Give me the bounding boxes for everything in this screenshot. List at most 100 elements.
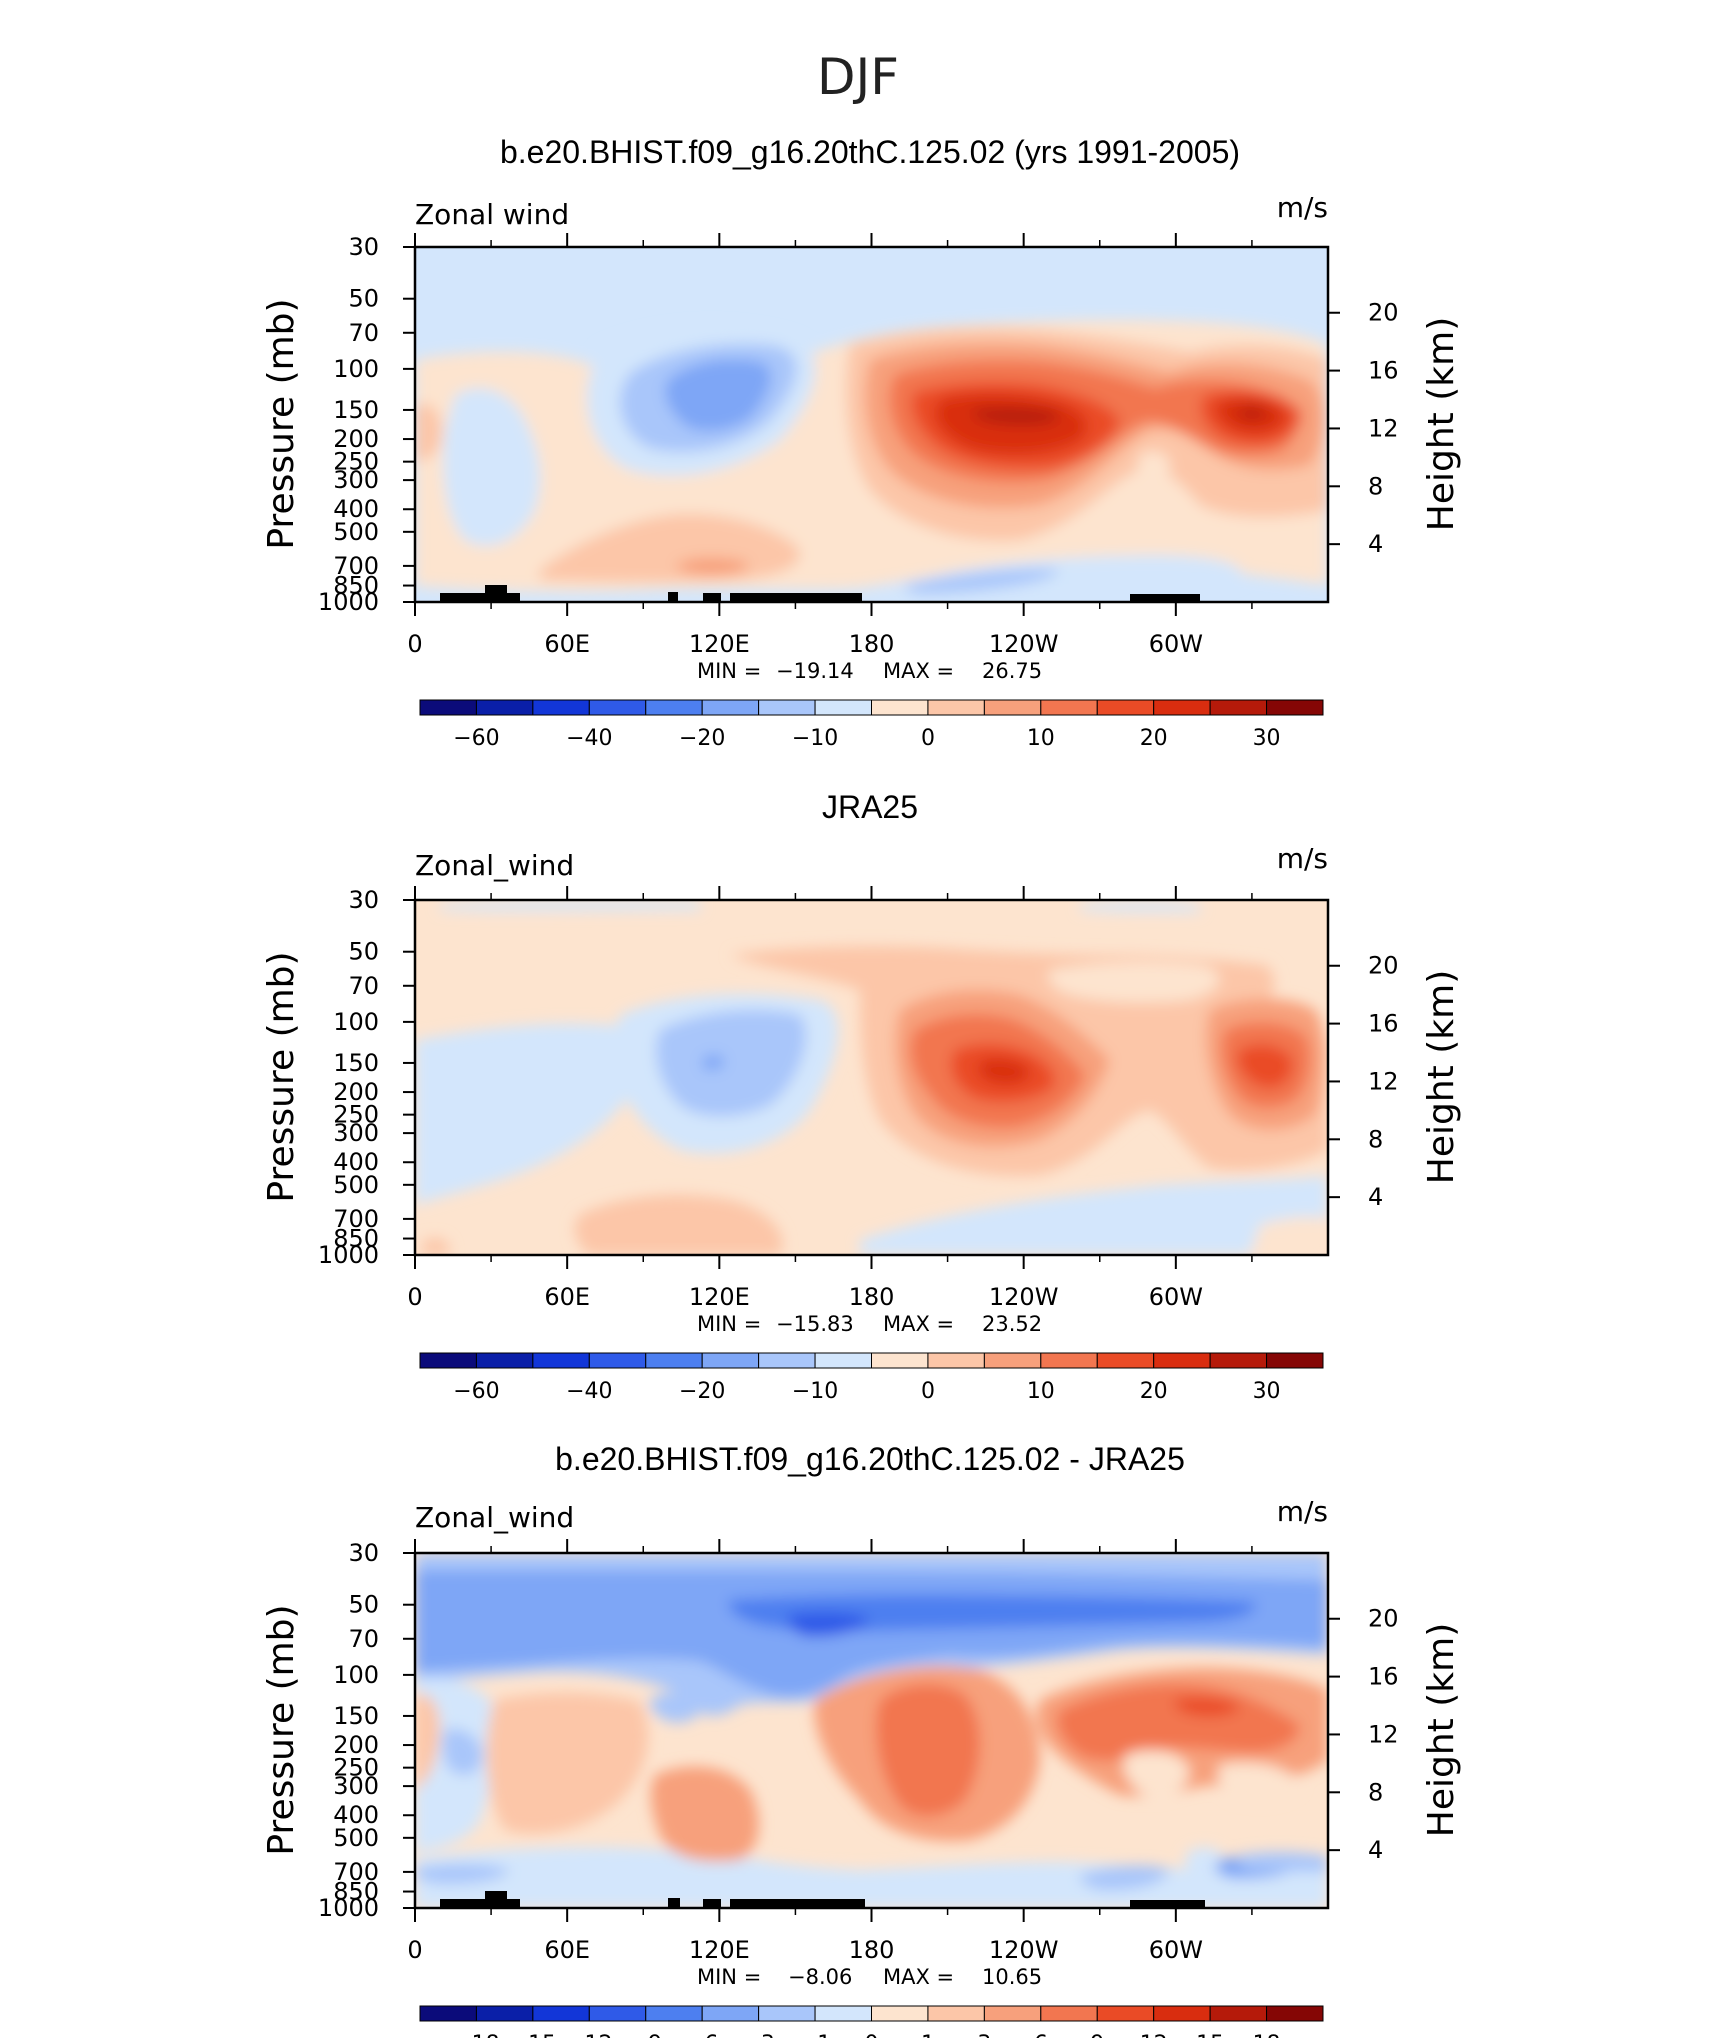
land-block [668,1898,680,1908]
contour-pos-band [1048,961,1220,1003]
colorbar-label: 0 [865,2032,879,2038]
y2-tick-label: 20 [1368,1605,1399,1633]
colorbar-box [645,1352,703,1369]
y-tick-label: 1000 [318,1241,379,1269]
units-label: m/s [1277,842,1328,875]
y-tick-label: 700 [333,552,379,580]
min-value: −15.83 [776,1312,854,1336]
x-tick-label: 120W [989,1283,1059,1311]
colorbar-label: 10 [1027,726,1055,751]
ylabel: Pressure (mb) [261,1604,302,1855]
min-value: −19.14 [776,659,854,683]
colorbar-box [419,2005,477,2022]
colorbar-box [1096,2005,1155,2022]
units-label: m/s [1277,1495,1328,1528]
x-tick-label: 60E [544,630,590,658]
colorbar-label: −60 [453,726,499,751]
colorbar-box [532,1352,590,1369]
colorbar-label: −15 [510,2032,556,2038]
y2label: Height (km) [1421,317,1462,531]
y-tick-label: 50 [348,938,379,966]
colorbar-label: −3 [742,2032,774,2038]
max-value: 10.65 [982,1965,1042,1989]
land-block [703,1899,721,1908]
colorbar-box [871,699,929,716]
y-tick-label: 850 [333,1878,379,1906]
panel-difference: b.e20.BHIST.f09_g16.20thC.125.02 - JRA25… [261,1441,1462,2038]
y-tick-label: 50 [348,1591,379,1619]
colorbar-box [475,2005,534,2022]
contour-pos-band [1174,1697,1240,1717]
colorbar-box [871,1352,929,1369]
contour-neg-band [443,388,541,546]
colorbar-box [1153,2005,1211,2022]
x-tick-label: 120W [989,1936,1059,1964]
colorbar: −60 −40 −20 −10 0 10 20 30 [419,699,1324,751]
colorbar-box [927,2005,985,2022]
colorbar-label: −9 [630,2032,662,2038]
colorbar-box [701,2005,760,2022]
colorbar-label: 20 [1140,726,1168,751]
colorbar-box [1209,699,1268,716]
axes: 0 60E 120E 180 120W 60W3050701001502002503004… [318,1539,1399,1964]
panel-model: b.e20.BHIST.f09_g16.20thC.125.02 (yrs 19… [261,134,1462,751]
colorbar-box [983,699,1042,716]
colorbar-label: −18 [453,2032,499,2038]
colorbar-box [588,699,647,716]
colorbar-box [1040,699,1098,716]
land-block [440,593,520,602]
colorbar-box [814,2005,872,2022]
y2-tick-label: 8 [1368,472,1383,500]
x-tick-label: 0 [407,1936,422,1964]
topography-mask [440,585,1200,602]
colorbar-box [1266,1352,1324,1369]
y-tick-label: 200 [333,1078,379,1106]
max-value: 23.52 [982,1312,1042,1336]
contour-pos-band [574,1195,783,1255]
contour-pos-band [650,1766,759,1862]
colorbar-box [701,699,760,716]
colorbar-label: 15 [1196,2032,1224,2038]
y-tick-label: 1000 [318,1894,379,1922]
y-tick-label: 150 [333,1702,379,1730]
y-tick-label: 200 [333,1731,379,1759]
contour-neg-band [665,359,771,431]
colorbar-label: −6 [686,2032,718,2038]
y2-tick-label: 20 [1368,952,1399,980]
colorbar-box [532,2005,590,2022]
y-tick-label: 500 [333,1171,379,1199]
colorbar-label: −40 [566,726,612,751]
colorbar-label: 3 [977,2032,991,2038]
colorbar-box [701,1352,760,1369]
x-tick-label: 180 [849,630,895,658]
colorbar-box [1096,699,1155,716]
ylabel: Pressure (mb) [261,951,302,1202]
colorbar-label: 0 [921,1379,935,1404]
y-tick-label: 150 [333,1049,379,1077]
panel-observation: JRA25 Zonal_wind m/s [261,789,1462,1404]
y-tick-label: 50 [348,285,379,313]
units-label: m/s [1277,191,1328,224]
y-tick-label: 500 [333,518,379,546]
y2-tick-label: 16 [1368,357,1399,385]
y2-tick-label: 4 [1368,530,1383,558]
y-tick-label: 30 [348,886,379,914]
panel-title: b.e20.BHIST.f09_g16.20thC.125.02 - JRA25 [555,1441,1185,1477]
y2-tick-label: 20 [1368,299,1399,327]
contour-neg-band [415,1847,1328,1908]
land-block [485,585,507,602]
y-tick-label: 100 [333,355,379,383]
y-tick-label: 100 [333,1008,379,1036]
contour-pos-band [876,1684,980,1817]
panel-title: b.e20.BHIST.f09_g16.20thC.125.02 (yrs 19… [500,134,1240,170]
y-tick-label: 30 [348,1539,379,1567]
contour-neg-band [1240,1852,1328,1872]
colorbar-box [871,2005,929,2022]
x-tick-label: 0 [407,1283,422,1311]
max-label: MAX = [883,1312,954,1336]
y2-tick-label: 4 [1368,1836,1383,1864]
x-tick-label: 60W [1149,1283,1203,1311]
y-tick-label: 30 [348,233,379,261]
land-block [1130,594,1200,602]
